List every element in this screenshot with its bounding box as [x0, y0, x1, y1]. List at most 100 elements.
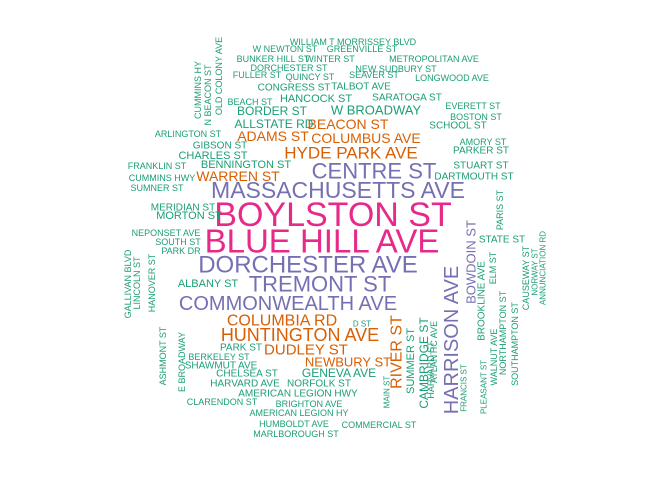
word-blue-hill-ave: BLUE HILL AVE — [205, 223, 440, 260]
word-greenville-st: GREENVILLE ST — [327, 44, 398, 54]
word-newbury-st: NEWBURY ST — [305, 355, 391, 370]
word-n-beacon-st: N BEACON ST — [203, 64, 213, 126]
word-w-broadway: W BROADWAY — [331, 103, 422, 118]
word-hanover-st: HANOVER ST — [147, 253, 157, 312]
word-boylston-st: BOYLSTON ST — [214, 196, 451, 234]
word-paris-st: PARIS ST — [495, 189, 505, 230]
word-quincy-st: QUINCY ST — [286, 72, 335, 82]
word-arlington-st: ARLINGTON ST — [155, 129, 222, 139]
word-school-st: SCHOOL ST — [429, 121, 486, 132]
word-atlantic-ave: ATLANTIC AVE — [429, 321, 439, 383]
word-meridian-st: MERIDIAN ST — [151, 203, 215, 214]
word-old-colony-ave: OLD COLONY AVE — [214, 37, 224, 115]
word-beach-st: BEACH ST — [227, 97, 273, 107]
word-harrison-ave: HARRISON AVE — [441, 266, 463, 415]
word-summer-st: SUMMER ST — [405, 328, 417, 394]
word-everett-st: EVERETT ST — [445, 101, 501, 111]
word-new-sudbury-st: NEW SUDBURY ST — [355, 64, 437, 74]
word-longwood-ave: LONGWOOD AVE — [415, 73, 489, 83]
word-william-t-morrissey-blvd: WILLIAM T MORRISSEY BLVD — [290, 37, 417, 47]
word-chelsea-st: CHELSEA ST — [216, 369, 278, 380]
word-franklin-st: FRANKLIN ST — [128, 161, 187, 171]
word-d-st: D ST — [353, 320, 371, 329]
word-annunciation-rd: ANNUNCIATION RD — [539, 231, 548, 305]
word-huntington-ave: HUNTINGTON AVE — [221, 325, 379, 345]
word-commonwealth-ave: COMMONWEALTH AVE — [179, 293, 397, 315]
word-e-broadway: E BROADWAY — [177, 332, 187, 392]
word-clarendon-st: CLARENDON ST — [187, 397, 258, 407]
word-allstate-rd: ALLSTATE RD — [235, 117, 314, 131]
word-tremont-st: TREMONT ST — [249, 272, 392, 297]
word-river-st: RIVER ST — [389, 315, 406, 389]
word-hyde-park-ave: HYDE PARK AVE — [284, 144, 418, 163]
word-warren-st: WARREN ST — [196, 168, 280, 184]
word-dudley-st: DUDLEY ST — [264, 342, 348, 359]
word-causeway-st: CAUSEWAY ST — [521, 245, 531, 310]
word-cummins-hwy: CUMMINS HWY — [129, 173, 196, 183]
word-winter-st: WINTER ST — [305, 54, 355, 64]
word-gallivan-blvd: GALLIVAN BLVD — [123, 249, 133, 318]
word-seaver-st: SEAVER ST — [349, 70, 399, 80]
word-talbot-ave: TALBOT AVE — [331, 82, 391, 93]
word-metropolitan-ave: METROPOLITAN AVE — [389, 54, 479, 64]
word-gibson-st: GIBSON ST — [193, 141, 247, 152]
word-walnut-ave: WALNUT AVE — [489, 329, 499, 386]
word-norway-st: NORWAY ST — [531, 248, 540, 295]
word-commercial-st: COMMERCIAL ST — [342, 420, 417, 430]
word-geneva-ave: GENEVA AVE — [302, 366, 376, 380]
word-albany-st: ALBANY ST — [178, 278, 239, 290]
word-brighton-ave: BRIGHTON AVE — [276, 399, 343, 409]
word-bennington-st: BENNINGTON ST — [201, 159, 292, 171]
word-charles-st: CHARLES ST — [178, 150, 247, 162]
word-humboldt-ave: HUMBOLDT AVE — [259, 419, 329, 429]
word-pleasant-st: PLEASANT ST — [480, 360, 489, 414]
word-cummins-hy: CUMMINS HY — [193, 61, 203, 119]
word-stuart-st: STUART ST — [453, 161, 508, 172]
word-neponset-ave: NEPONSET AVE — [132, 228, 201, 238]
word-hancock-st: HANCOCK ST — [280, 93, 352, 105]
word-brookline-ave: BROOKLINE AVE — [477, 261, 488, 341]
word-harvard-ave: HARVARD AVE — [210, 379, 280, 390]
word-francis-st: FRANCIS ST — [460, 364, 469, 412]
word-elm-st: ELM ST — [488, 251, 498, 284]
word-park-dr: PARK DR — [161, 246, 201, 256]
word-beacon-st: BEACON ST — [308, 116, 389, 132]
word-saratoga-st: SARATOGA ST — [372, 93, 442, 104]
word-marlborough-st: MARLBOROUGH ST — [253, 429, 339, 439]
word-amory-st: AMORY ST — [460, 137, 507, 147]
word-cambridge-st: CAMBRIDGE ST — [417, 317, 431, 409]
word-boston-st: BOSTON ST — [450, 112, 502, 122]
word-w-newton-st: W NEWTON ST — [253, 44, 318, 54]
word-bunker-hill-st: BUNKER HILL ST — [237, 54, 310, 64]
word-american-legion-hy: AMERICAN LEGION HY — [249, 408, 348, 418]
word-sumner-st: SUMNER ST — [130, 183, 184, 193]
word-dorchester-ave: DORCHESTER AVE — [198, 252, 418, 279]
word-dartmouth-st: DARTMOUTH ST — [434, 172, 513, 183]
word-main-st: MAIN ST — [383, 376, 392, 409]
word-congress-st: CONGRESS ST — [258, 83, 331, 94]
word-columbus-ave: COLUMBUS AVE — [311, 130, 420, 146]
word-state-st: STATE ST — [479, 235, 525, 246]
word-massachusetts-ave: MASSACHUSETTS AVE — [211, 177, 465, 203]
word-harvard-st: HARVARD ST — [426, 341, 436, 399]
word-southampton-st: SOUTHAMPTON ST — [510, 302, 520, 386]
word-adams-st: ADAMS ST — [237, 128, 309, 144]
word-morton-st: MORTON ST — [156, 210, 222, 222]
word-norfolk-st: NORFOLK ST — [287, 379, 351, 390]
word-centre-st: CENTRE ST — [312, 159, 437, 184]
word-parker-st: PARKER ST — [453, 146, 509, 157]
word-berkeley-st: BERKELEY ST — [188, 352, 250, 362]
word-ashmont-st: ASHMONT ST — [158, 326, 168, 385]
word-fuller-st: FULLER ST — [233, 70, 282, 80]
word-lincoln-st: LINCOLN ST — [132, 256, 142, 310]
word-south-st: SOUTH ST — [155, 237, 201, 247]
word-shawmut-ave: SHAWMUT AVE — [185, 361, 258, 372]
word-bowdoin-st: BOWDOIN ST — [464, 220, 479, 304]
word-border-st: BORDER ST — [237, 104, 308, 118]
word-columbia-rd: COLUMBIA RD — [227, 313, 337, 330]
word-northampton-st: NORTHAMPTON ST — [498, 290, 508, 375]
word-american-legion-hwy: AMERICAN LEGION HWY — [238, 389, 358, 400]
word-dorchester-st: DORCHESTER ST — [250, 63, 328, 73]
word-park-st: PARK ST — [220, 343, 262, 354]
